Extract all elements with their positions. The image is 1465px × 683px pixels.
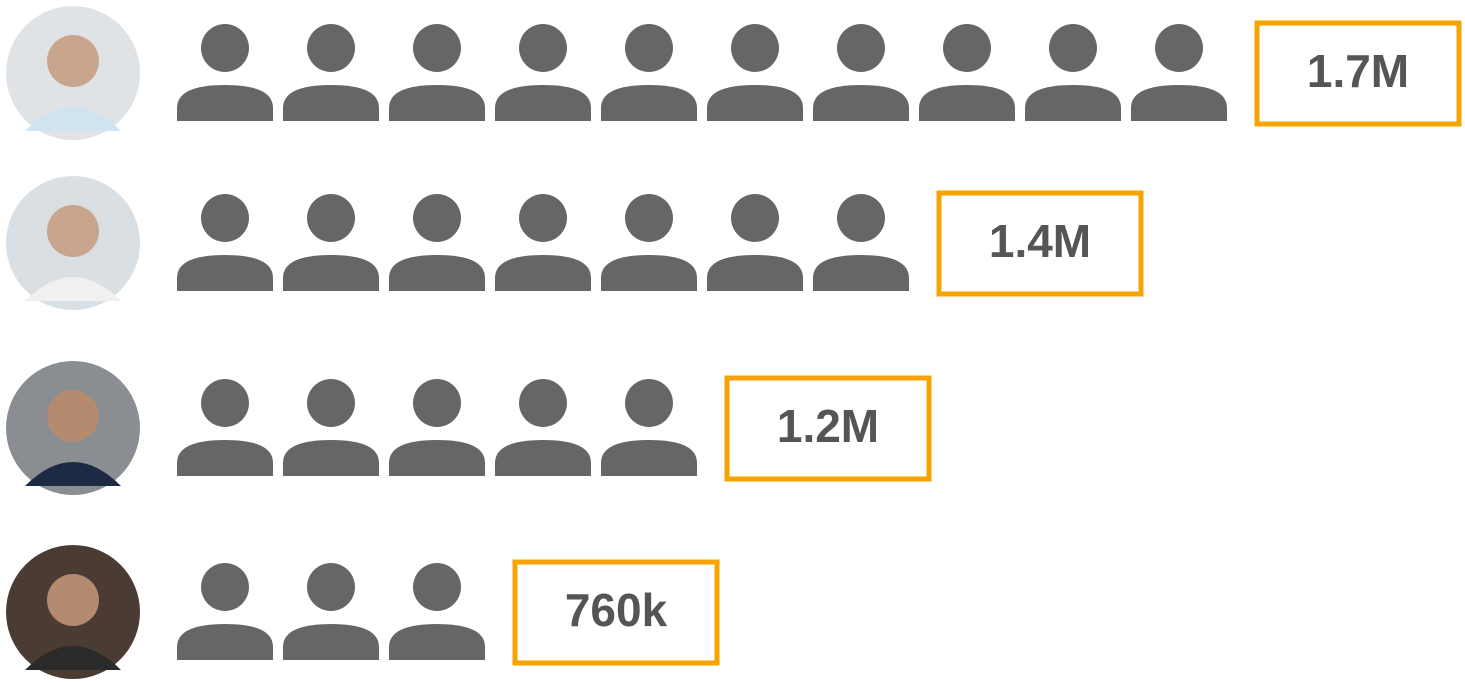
avatar-head <box>47 574 99 626</box>
person-icon-body <box>707 255 803 291</box>
person-icon-body <box>495 255 591 291</box>
person-icon-body <box>707 85 803 121</box>
person-icon-head <box>201 194 249 242</box>
value-label: 1.7M <box>1307 45 1409 97</box>
person-icon-body <box>813 85 909 121</box>
person-icon-head <box>413 379 461 427</box>
person-icon-body <box>389 624 485 660</box>
person-icon-body <box>601 255 697 291</box>
value-label: 760k <box>565 584 668 636</box>
person-icon-head <box>837 194 885 242</box>
person-icon-head <box>519 379 567 427</box>
chart: 1.7M 1.4M 1.2M 760k <box>0 0 1465 683</box>
person-icon-head <box>1155 24 1203 72</box>
person-icon-body <box>177 624 273 660</box>
person-icon-body <box>389 85 485 121</box>
person-icon-body <box>1131 85 1227 121</box>
person-icon-body <box>283 624 379 660</box>
avatar-head <box>47 390 99 442</box>
value-label: 1.4M <box>989 215 1091 267</box>
person-icon-head <box>413 563 461 611</box>
person-icon-head <box>519 24 567 72</box>
person-icon-body <box>389 440 485 476</box>
value-label: 1.2M <box>777 400 879 452</box>
person-icon-body <box>813 255 909 291</box>
person-icon-body <box>283 85 379 121</box>
person-icon-head <box>625 379 673 427</box>
person-icon-head <box>201 24 249 72</box>
person-icon-head <box>307 24 355 72</box>
person-icon-head <box>519 194 567 242</box>
person-icon-body <box>601 440 697 476</box>
person-icon-body <box>495 440 591 476</box>
person-icon-body <box>283 255 379 291</box>
person-icon-head <box>731 194 779 242</box>
person-icon-body <box>177 440 273 476</box>
person-icon-head <box>1049 24 1097 72</box>
person-icon-body <box>1025 85 1121 121</box>
person-icon-head <box>837 24 885 72</box>
person-icon-body <box>389 255 485 291</box>
person-icon-body <box>919 85 1015 121</box>
person-icon-head <box>625 194 673 242</box>
person-icon-head <box>731 24 779 72</box>
person-icon-head <box>413 194 461 242</box>
person-icon-head <box>307 379 355 427</box>
person-icon-body <box>177 255 273 291</box>
person-icon-body <box>601 85 697 121</box>
person-icon-head <box>413 24 461 72</box>
person-icon-head <box>307 563 355 611</box>
person-icon-head <box>625 24 673 72</box>
person-icon-head <box>201 379 249 427</box>
avatar-head <box>47 35 99 87</box>
person-icon-body <box>495 85 591 121</box>
person-icon-body <box>177 85 273 121</box>
person-icon-head <box>943 24 991 72</box>
avatar-head <box>47 205 99 257</box>
person-icon-head <box>201 563 249 611</box>
person-icon-head <box>307 194 355 242</box>
person-icon-body <box>283 440 379 476</box>
